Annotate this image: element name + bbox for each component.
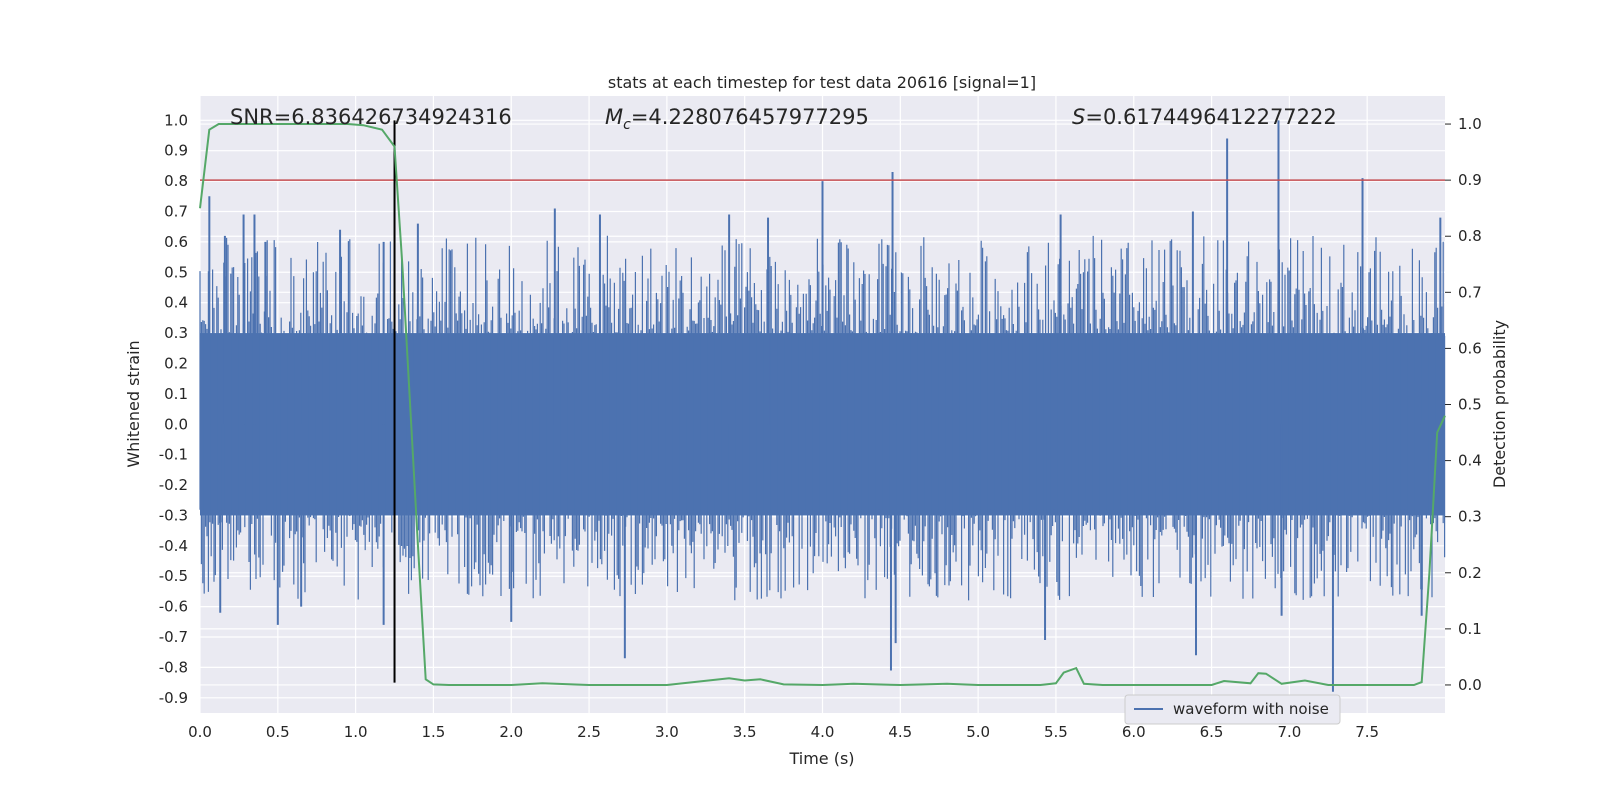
chirp-mass-subscript: c	[623, 117, 631, 133]
y-left-tick-label: 0.4	[164, 294, 188, 312]
y-right-tick-label: 0.1	[1458, 620, 1482, 638]
x-tick-label: 1.5	[422, 723, 446, 741]
x-tick-label: 7.5	[1355, 723, 1379, 741]
y-right-tick-label: 0.5	[1458, 396, 1482, 414]
chirp-mass-symbol: M	[605, 105, 623, 129]
detection-probability-line	[199, 123, 1446, 687]
y-left-tick-labels: 1.0 0.9 0.8 0.7 0.6 0.5 0.4 0.3 0.2 0.1 0.0 -0.1 -0.…	[159, 111, 188, 706]
x-tick-labels: 0.0 0.5 1.0 1.5 2.0 2.5 3.0 3.5 4.0 4.5 5.0 5.5 6.0 6…	[188, 723, 1379, 741]
y-left-tick-label: -0.1	[159, 446, 188, 464]
y-right-tick-label: 0.3	[1458, 508, 1482, 526]
x-tick-label: 7.0	[1277, 723, 1301, 741]
y-left-tick-label: -0.2	[159, 476, 188, 494]
y-left-tick-label: 0.3	[164, 324, 188, 342]
x-tick-label: 0.5	[266, 723, 290, 741]
overlay-lines	[200, 120, 1445, 683]
y-left-tick-label: -0.4	[159, 537, 188, 555]
x-tick-label: 1.0	[344, 723, 368, 741]
y-right-tick-labels: 1.0 0.9 0.8 0.7 0.6 0.5 0.4 0.3 0.2 0.1 0.0	[1445, 115, 1482, 694]
y-left-tick-label: 1.0	[164, 111, 188, 129]
x-tick-label: 5.5	[1044, 723, 1068, 741]
y-right-tick-label: 0.9	[1458, 171, 1482, 189]
x-tick-label: 3.5	[733, 723, 757, 741]
y-left-tick-label: 0.2	[164, 354, 188, 372]
y-left-tick-label: -0.8	[159, 658, 188, 676]
x-tick-label: 6.0	[1122, 723, 1146, 741]
x-tick-label: 6.5	[1200, 723, 1224, 741]
y-right-tick-label: 0.7	[1458, 283, 1482, 301]
y-left-tick-label: 0.9	[164, 142, 188, 160]
x-tick-label: 4.5	[888, 723, 912, 741]
x-tick-label: 2.5	[577, 723, 601, 741]
legend-box	[1124, 694, 1341, 725]
y-left-tick-label: -0.6	[159, 598, 188, 616]
chart-title: stats at each timestep for test data 206…	[608, 73, 1036, 92]
legend-label: waveform with noise	[1173, 700, 1329, 718]
x-tick-label: 5.0	[966, 723, 990, 741]
x-tick-label: 4.0	[811, 723, 835, 741]
chirp-mass-value: =4.228076457977295	[631, 105, 869, 129]
y-left-tick-label: -0.3	[159, 506, 188, 524]
y-left-tick-label: 0.1	[164, 385, 188, 403]
probability-series	[199, 123, 1446, 687]
x-tick-label: 0.0	[188, 723, 212, 741]
y-right-tick-label: 0.6	[1458, 339, 1482, 357]
s-symbol: S	[1072, 105, 1085, 129]
y-left-tick-label: 0.8	[164, 172, 188, 190]
y-left-tick-label: -0.5	[159, 567, 188, 585]
y-right-axis-label: Detection probability	[1490, 320, 1509, 488]
x-axis-label: Time (s)	[788, 749, 854, 768]
waveform-series	[199, 120, 1446, 692]
s-annotation: S=0.6174496412277222	[1072, 105, 1337, 129]
x-tick-label: 3.0	[655, 723, 679, 741]
legend: waveform with noise	[1124, 694, 1341, 725]
y-left-tick-label: 0.5	[164, 263, 188, 281]
y-right-tick-label: 0.2	[1458, 564, 1482, 582]
s-value: =0.6174496412277222	[1085, 105, 1336, 129]
y-right-tick-label: 1.0	[1458, 115, 1482, 133]
chirp-mass-annotation: Mc=4.228076457977295	[605, 105, 869, 133]
snr-annotation: SNR=6.836426734924316	[230, 105, 512, 129]
x-tick-label: 2.0	[499, 723, 523, 741]
y-left-axis-label: Whitened strain	[124, 340, 143, 467]
y-left-tick-label: 0.0	[164, 415, 188, 433]
y-left-tick-label: 0.7	[164, 202, 188, 220]
y-left-tick-label: 0.6	[164, 233, 188, 251]
y-right-tick-label: 0.0	[1458, 676, 1482, 694]
y-right-tick-label: 0.4	[1458, 452, 1482, 470]
y-left-tick-label: -0.7	[159, 628, 188, 646]
y-right-tick-label: 0.8	[1458, 227, 1482, 245]
y-left-tick-label: -0.9	[159, 689, 188, 707]
